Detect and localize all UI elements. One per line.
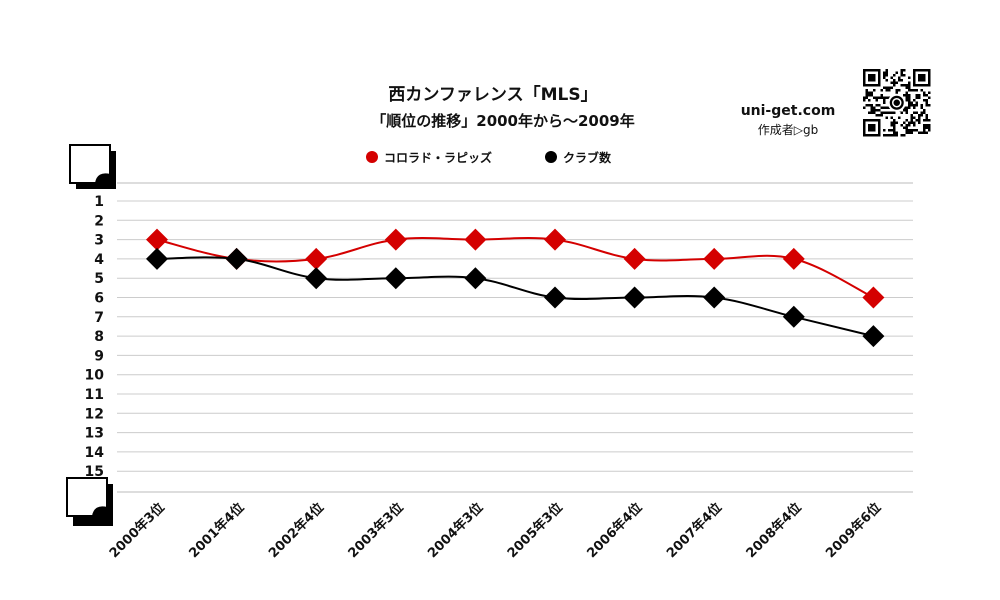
series-1-point	[225, 247, 248, 270]
y-tick-label: 7	[94, 310, 104, 326]
series-1-point	[464, 267, 487, 290]
x-tick-label: 2000年3位	[106, 500, 168, 562]
series-1-point	[544, 286, 566, 309]
legend-marker-clubs	[545, 151, 557, 163]
series-1-point	[862, 325, 885, 348]
series-1-point	[703, 286, 726, 309]
y-tick-label: 10	[85, 368, 105, 384]
x-tick-label: 2007年4位	[663, 500, 725, 562]
x-tick-label: 2005年3位	[504, 500, 566, 562]
y-tick-label: 2	[94, 213, 104, 229]
x-tick-label: 2001年4位	[186, 500, 248, 562]
y-tick-label: 15	[85, 464, 104, 480]
x-tick-label: 2004年3位	[425, 500, 487, 562]
y-tick-label: 5	[94, 271, 104, 287]
legend-marker-colorado	[366, 151, 378, 163]
chart-subtitle: 「順位の推移」2000年から～2009年	[371, 112, 635, 130]
x-tick-label: 2006年4位	[584, 500, 646, 562]
y-tick-label: 9	[94, 348, 104, 364]
y-tick-label: 6	[94, 291, 104, 307]
y-tick-label: 1	[94, 194, 104, 210]
series-1-point	[782, 305, 805, 328]
series-1-point	[384, 267, 407, 290]
y-tick-label: 11	[85, 387, 104, 403]
series-1-point	[623, 286, 646, 309]
x-tick-label: 2009年6位	[823, 500, 885, 562]
series-0-point	[703, 247, 726, 270]
site-name: uni-get.com	[741, 103, 836, 119]
series-0-point	[146, 228, 168, 251]
series-0-point	[384, 228, 407, 251]
series-line-1	[156, 256, 874, 338]
chart-title: 西カンファレンス「MLS」	[388, 84, 597, 105]
legend: コロラド・ラピッズ クラブ数	[366, 150, 612, 165]
series-0-point	[862, 286, 885, 309]
series-1-point	[146, 247, 168, 270]
series-0-point	[305, 247, 328, 270]
legend-label-colorado: コロラド・ラピッズ	[384, 150, 492, 165]
series-0-point	[464, 228, 487, 251]
branding: uni-get.com 作成者▷gb	[741, 69, 931, 137]
series-0-point	[623, 247, 646, 270]
y-tick-label: 12	[85, 406, 104, 422]
y-tick-label: 8	[94, 329, 104, 345]
page-curl-bottom-icon	[66, 477, 113, 526]
x-tick-label: 2002年4位	[265, 500, 327, 562]
page-curl-top-icon	[69, 144, 116, 189]
qr-code-icon	[863, 69, 931, 137]
series-0-point	[782, 247, 805, 270]
y-tick-label: 3	[94, 233, 104, 249]
legend-label-clubs: クラブ数	[563, 150, 612, 165]
series-0-point	[544, 228, 566, 251]
x-tick-label: 2003年3位	[345, 500, 407, 562]
y-tick-label: 13	[85, 426, 104, 442]
author-label: 作成者▷gb	[758, 123, 818, 137]
y-tick-label: 14	[85, 445, 105, 461]
series-1-point	[305, 267, 328, 290]
y-tick-label: 4	[94, 252, 104, 268]
x-tick-label: 2008年4位	[743, 500, 805, 562]
series-line-0	[156, 237, 874, 299]
